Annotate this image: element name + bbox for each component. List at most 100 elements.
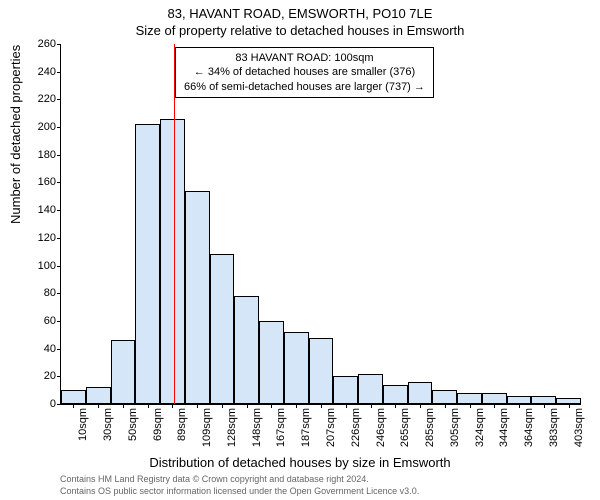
histogram-bar bbox=[111, 340, 136, 404]
x-tick-label: 148sqm bbox=[251, 408, 263, 447]
x-tick-label: 285sqm bbox=[424, 408, 436, 447]
histogram-bar bbox=[507, 396, 532, 404]
chart-container: 83, HAVANT ROAD, EMSWORTH, PO10 7LE Size… bbox=[0, 0, 600, 500]
x-tick-mark bbox=[519, 404, 520, 408]
x-tick-mark bbox=[544, 404, 545, 408]
x-tick-mark bbox=[321, 404, 322, 408]
histogram-bar bbox=[61, 390, 86, 404]
y-tick-label: 160 bbox=[26, 176, 56, 188]
histogram-bar bbox=[482, 393, 507, 404]
y-tick-label: 80 bbox=[26, 287, 56, 299]
x-tick-label: 187sqm bbox=[300, 408, 312, 447]
x-tick-mark bbox=[197, 404, 198, 408]
y-tick-label: 180 bbox=[26, 149, 56, 161]
y-tick-mark bbox=[57, 293, 61, 294]
y-tick-label: 20 bbox=[26, 370, 56, 382]
x-tick-mark bbox=[98, 404, 99, 408]
chart-area: 02040608010012014016018020022024026010sq… bbox=[60, 44, 580, 404]
x-tick-label: 344sqm bbox=[498, 408, 510, 447]
x-tick-label: 265sqm bbox=[399, 408, 411, 447]
x-tick-mark bbox=[73, 404, 74, 408]
x-tick-mark bbox=[247, 404, 248, 408]
y-tick-mark bbox=[57, 99, 61, 100]
y-tick-mark bbox=[57, 210, 61, 211]
histogram-bar bbox=[432, 390, 457, 404]
x-tick-mark bbox=[222, 404, 223, 408]
x-tick-label: 69sqm bbox=[152, 408, 164, 441]
y-tick-label: 100 bbox=[26, 260, 56, 272]
page-title: 83, HAVANT ROAD, EMSWORTH, PO10 7LE bbox=[0, 0, 600, 21]
x-tick-label: 403sqm bbox=[573, 408, 585, 447]
histogram-bar bbox=[284, 332, 309, 404]
y-tick-mark bbox=[57, 72, 61, 73]
x-tick-mark bbox=[271, 404, 272, 408]
y-tick-mark bbox=[57, 238, 61, 239]
y-tick-label: 120 bbox=[26, 232, 56, 244]
x-tick-label: 128sqm bbox=[226, 408, 238, 447]
histogram-bar bbox=[333, 376, 358, 404]
x-tick-label: 364sqm bbox=[523, 408, 535, 447]
x-axis-label: Distribution of detached houses by size … bbox=[0, 455, 600, 470]
y-tick-mark bbox=[57, 44, 61, 45]
histogram-bar bbox=[210, 254, 235, 404]
x-tick-label: 50sqm bbox=[127, 408, 139, 441]
histogram-bar bbox=[135, 124, 160, 404]
histogram-bar bbox=[358, 374, 383, 404]
x-tick-label: 10sqm bbox=[77, 408, 89, 441]
annotation-line2: ← 34% of detached houses are smaller (37… bbox=[184, 65, 425, 79]
y-tick-label: 200 bbox=[26, 121, 56, 133]
x-tick-mark bbox=[420, 404, 421, 408]
y-tick-label: 140 bbox=[26, 204, 56, 216]
x-tick-label: 383sqm bbox=[548, 408, 560, 447]
y-tick-mark bbox=[57, 155, 61, 156]
plot-region: 02040608010012014016018020022024026010sq… bbox=[60, 44, 581, 405]
y-tick-label: 240 bbox=[26, 66, 56, 78]
histogram-bar bbox=[309, 338, 334, 404]
footer-copyright-2: Contains OS public sector information li… bbox=[60, 486, 419, 496]
x-tick-label: 207sqm bbox=[325, 408, 337, 447]
x-tick-mark bbox=[569, 404, 570, 408]
y-tick-mark bbox=[57, 404, 61, 405]
y-tick-label: 220 bbox=[26, 93, 56, 105]
histogram-bar bbox=[259, 321, 284, 404]
x-tick-label: 246sqm bbox=[375, 408, 387, 447]
x-tick-mark bbox=[172, 404, 173, 408]
histogram-bar bbox=[160, 119, 185, 404]
x-tick-label: 30sqm bbox=[102, 408, 114, 441]
x-tick-label: 89sqm bbox=[176, 408, 188, 441]
y-tick-label: 260 bbox=[26, 38, 56, 50]
y-tick-mark bbox=[57, 349, 61, 350]
x-tick-mark bbox=[296, 404, 297, 408]
histogram-bar bbox=[383, 385, 408, 404]
x-tick-label: 324sqm bbox=[474, 408, 486, 447]
x-tick-mark bbox=[470, 404, 471, 408]
y-axis-label: Number of detached properties bbox=[8, 45, 23, 224]
histogram-bar bbox=[86, 387, 111, 404]
y-tick-mark bbox=[57, 376, 61, 377]
y-tick-mark bbox=[57, 321, 61, 322]
histogram-bar bbox=[457, 393, 482, 404]
x-tick-label: 167sqm bbox=[275, 408, 287, 447]
y-tick-mark bbox=[57, 182, 61, 183]
histogram-bar bbox=[408, 382, 433, 404]
annotation-line1: 83 HAVANT ROAD: 100sqm bbox=[184, 51, 425, 65]
x-tick-mark bbox=[123, 404, 124, 408]
y-tick-label: 40 bbox=[26, 343, 56, 355]
x-tick-mark bbox=[346, 404, 347, 408]
y-tick-label: 60 bbox=[26, 315, 56, 327]
x-tick-mark bbox=[148, 404, 149, 408]
y-tick-label: 0 bbox=[26, 398, 56, 410]
y-tick-mark bbox=[57, 127, 61, 128]
x-tick-mark bbox=[494, 404, 495, 408]
x-tick-label: 305sqm bbox=[449, 408, 461, 447]
x-tick-mark bbox=[445, 404, 446, 408]
x-tick-mark bbox=[395, 404, 396, 408]
annotation-line3: 66% of semi-detached houses are larger (… bbox=[184, 80, 425, 94]
x-tick-mark bbox=[371, 404, 372, 408]
annotation-box: 83 HAVANT ROAD: 100sqm ← 34% of detached… bbox=[175, 47, 434, 98]
histogram-bar bbox=[531, 396, 556, 404]
histogram-bar bbox=[185, 191, 210, 404]
x-tick-label: 226sqm bbox=[350, 408, 362, 447]
page-subtitle: Size of property relative to detached ho… bbox=[0, 21, 600, 38]
footer-copyright-1: Contains HM Land Registry data © Crown c… bbox=[60, 474, 369, 484]
